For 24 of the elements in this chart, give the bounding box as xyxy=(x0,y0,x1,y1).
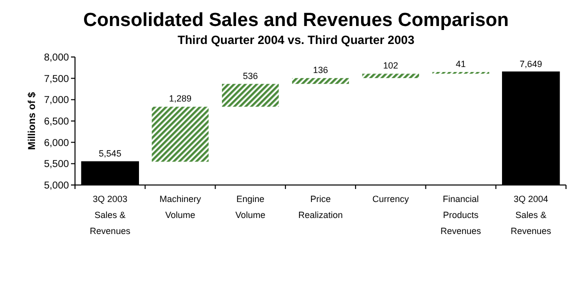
y-tick-label: 6,500 xyxy=(44,116,70,128)
data-label: 536 xyxy=(242,70,258,81)
data-label: 41 xyxy=(456,58,466,69)
data-label: 1,289 xyxy=(168,94,192,104)
chart-title: Consolidated Sales and Revenues Comparison xyxy=(83,10,509,31)
y-tick-label: 7,000 xyxy=(44,95,70,106)
data-label: 7,649 xyxy=(520,58,542,69)
x-tick-label: Engine Volume xyxy=(235,194,266,220)
y-axis-title: Millions of $ xyxy=(27,92,38,150)
x-tick-label: Machinery Volume xyxy=(159,194,202,220)
x-tick-label: 3Q 2003 Sales & Revenues xyxy=(90,194,131,236)
data-label: 136 xyxy=(312,65,328,76)
x-tick-label: Financial Products Revenues xyxy=(440,194,482,236)
y-tick-label: 6,000 xyxy=(44,138,70,149)
chart-subtitle: Third Quarter 2004 vs. Third Quarter 2003 xyxy=(178,33,415,47)
data-label: 5,545 xyxy=(98,148,122,159)
y-tick-label: 5,000 xyxy=(44,180,70,192)
y-tick-label: 5,500 xyxy=(44,159,70,170)
x-tick-label: Price Realization xyxy=(298,194,343,220)
x-tick-label: 3Q 2004 Sales & Revenues xyxy=(510,194,552,236)
data-label: 102 xyxy=(383,60,398,71)
y-tick-label: 7,500 xyxy=(44,74,70,85)
y-tick-label: 8,000 xyxy=(44,52,70,64)
x-tick-label: Currency xyxy=(372,194,410,204)
